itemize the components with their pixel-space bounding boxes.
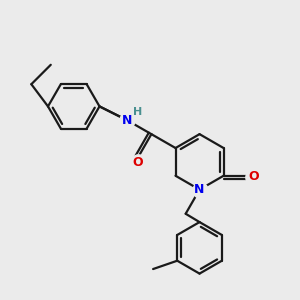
Text: N: N bbox=[122, 114, 132, 127]
Text: O: O bbox=[132, 156, 143, 169]
Text: H: H bbox=[133, 107, 142, 117]
Text: O: O bbox=[248, 170, 259, 183]
Text: N: N bbox=[194, 183, 205, 196]
